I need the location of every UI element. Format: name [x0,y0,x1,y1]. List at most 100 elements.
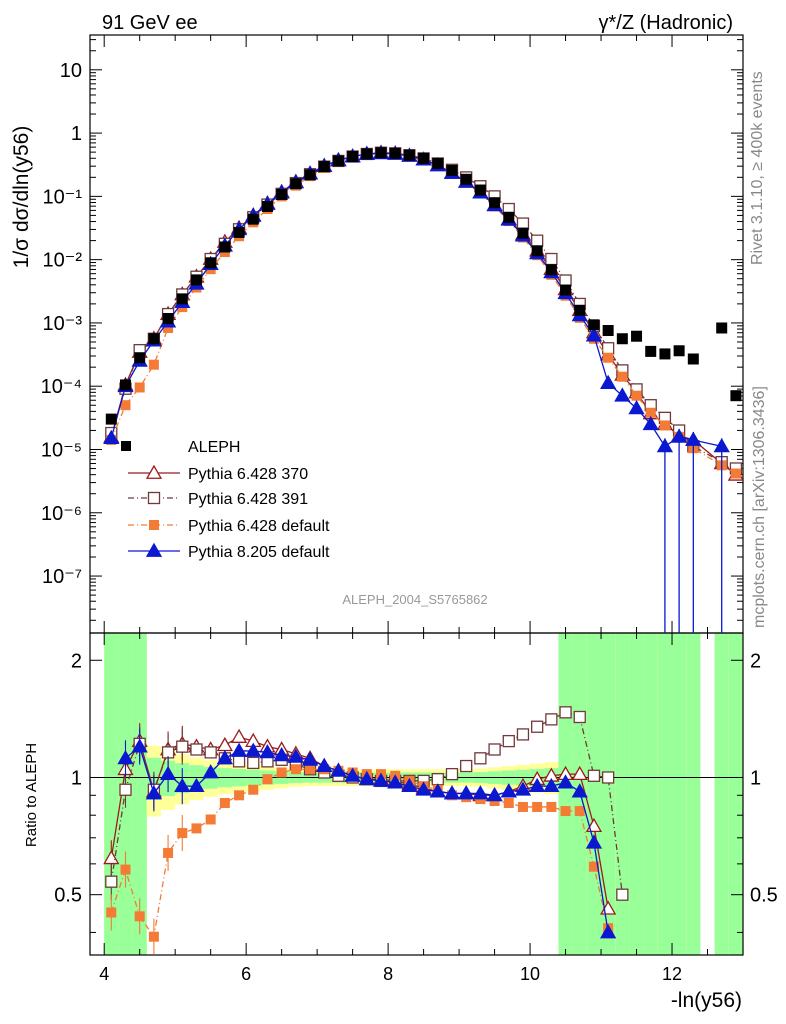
aleph-point [304,169,316,181]
pythia-6-428-default-point [659,420,670,431]
aleph-point [190,274,202,286]
aleph-point [602,325,614,337]
aleph-point [673,345,685,357]
y-tick-label: 10⁻⁴ [41,376,82,398]
ratio-tick-label: 1 [71,767,82,789]
pythia-8-205-default-ratio-point [145,785,163,800]
pythia-6-428-391-ratio-point [247,756,260,770]
pythia-6-428-default-point [730,468,741,479]
legend-label-pythia-6-428-default: Pythia 6.428 default [188,518,330,535]
analysis-label: ALEPH_2004_S5765862 [342,592,487,607]
main-series-group [103,144,743,633]
aleph-point [474,184,486,196]
y-axis-label: 1/σ dσ/dln(y56) [10,126,33,269]
pythia-6-428-391-ratio-point [545,713,558,726]
aleph-point [347,150,359,162]
y-tick-label: 1 [71,123,82,145]
pythia-6-428-391-ratio-point [616,888,629,901]
aleph-point [219,241,231,253]
pythia-6-428-default-line [110,152,737,475]
aleph-point [375,147,387,159]
green-band [104,633,119,955]
pythia-8-205-default-point [685,431,702,446]
aleph-point [730,390,742,402]
aleph-point [361,148,373,160]
pythia-8-205-default-ratio-point [159,765,177,781]
pythia-6-428-391-ratio-point [445,767,459,781]
pythia-6-428-391-ratio-point [488,743,501,756]
pythia-8-205-default-ratio-point [202,764,219,779]
legend-marker-pythia-8-205-default [145,542,163,557]
pythia-6-428-default-ratio-point [546,801,557,812]
aleph-point [531,245,543,257]
pythia-8-205-default-ratio-point [401,777,418,793]
aleph-point [276,188,288,200]
y-tick-label: 10⁻³ [43,313,83,335]
pythia-6-428-370-ratio-point [230,728,248,743]
y-tick-label: 10⁻⁵ [41,439,82,461]
green-band [643,633,658,955]
ratio-tick-label: 0.5 [54,885,82,907]
pythia-6-428-default-ratio-point [588,861,599,872]
ratio-tick-label-right: 2 [750,650,761,672]
legend-label-pythia-6-428-391: Pythia 6.428 391 [188,491,308,508]
pythia-8-205-default-line [110,152,722,448]
legend: ALEPH Pythia 6.428 370 Pythia 6.428 391 Pyt… [121,439,330,561]
pythia-8-205-default-ratio-point [273,747,290,762]
pythia-6-428-default-point [603,352,614,363]
pythia-8-205-default-point [600,374,617,389]
green-band [601,633,616,955]
pythia-8-205-default-ratio-point [387,774,404,789]
pythia-8-205-default-point [585,327,603,342]
aleph-point [176,293,188,305]
pythia-8-205-default-ratio-point [131,738,148,753]
pythia-6-428-391-point [559,274,572,287]
y-tick-label: 10⁻⁷ [42,566,82,588]
pythia-8-205-default-ratio-point [600,924,617,939]
channel-label: γ*/Z (Hadronic) [599,12,733,34]
x-tick-label: 4 [99,964,109,984]
ratio-plot-frame [89,632,744,956]
pythia-6-428-default-ratio-point [305,764,316,775]
green-band [686,633,701,955]
pythia-8-205-default-ratio-point [415,781,432,796]
aleph-point [105,413,117,425]
pythia-6-428-default-ratio-point [134,911,145,922]
aleph-point [148,333,160,345]
pythia-8-205-default-ratio-point [529,777,546,793]
pythia-8-205-default-point [713,438,730,453]
pythia-6-428-default-ratio-point [120,864,131,875]
pythia-6-428-default-ratio-point [560,806,571,817]
green-band [728,633,743,955]
pythia-6-428-391-ratio-point [573,710,586,724]
legend-label-pythia-8-205-default: Pythia 8.205 default [188,544,330,561]
pythia-6-428-default-ratio-point [262,774,273,785]
aleph-point [616,333,628,345]
aleph-point [119,379,131,391]
rivet-label: Rivet 3.1.10, ≥ 400k events [749,71,766,265]
pythia-6-428-default-point [148,359,159,370]
pythia-6-428-391-ratio-point [176,740,189,753]
pythia-6-428-391-ratio-point [232,755,246,768]
pythia-6-428-default-ratio-point [532,801,543,812]
pythia-6-428-391-ratio-point [516,728,530,741]
y-tick-label: 10⁻⁶ [41,503,82,525]
aleph-point [247,213,259,225]
legend-label-aleph: ALEPH [188,439,240,456]
pythia-8-205-default-ratio-point [443,785,461,800]
y-tick-label: 10 [60,60,82,82]
y-tick-label: 10⁻¹ [43,186,83,208]
aleph-point [233,226,245,238]
legend-marker-pythia-6-428-370 [145,464,163,479]
pythia-6-428-default-ratio-point [290,764,301,775]
pythia-6-428-default-point [631,390,642,401]
ratio-tick-label-right: 1 [750,767,761,789]
pythia-8-205-default-ratio-point [372,772,390,787]
pythia-6-428-default-ratio-point [503,797,514,808]
pythia-6-428-391-ratio-point [105,875,118,888]
aleph-point [290,178,302,190]
aleph-point [205,257,217,269]
pythia-6-428-391-line [110,152,737,470]
pythia-6-428-default-ratio-point [205,814,216,825]
x-axis-label: -ln(y56) [671,989,742,1012]
